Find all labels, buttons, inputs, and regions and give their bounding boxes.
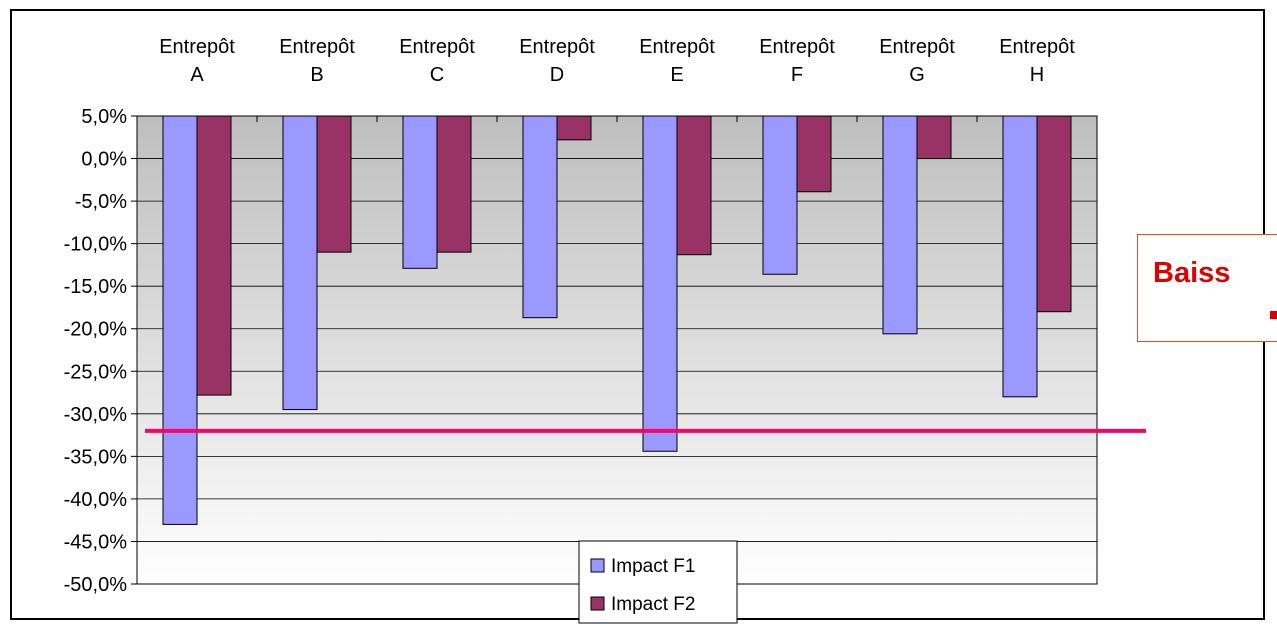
legend-swatch: [590, 596, 605, 611]
bar-f1: [642, 115, 678, 452]
x-category-label: Entrepôt: [399, 36, 475, 58]
y-tick-label: -40,0%: [64, 489, 128, 511]
y-tick-label: 0,0%: [81, 149, 127, 171]
bar-f1: [282, 115, 318, 411]
legend-label: Impact F1: [611, 556, 695, 577]
callout-text: Baiss: [1153, 257, 1231, 289]
x-category-label: B: [310, 64, 323, 86]
bar-f2: [436, 115, 472, 253]
bar-f2: [916, 115, 952, 160]
x-category-label: A: [190, 64, 204, 86]
y-tick-label: -35,0%: [64, 446, 128, 468]
legend-box: [578, 540, 738, 624]
x-category-label: Entrepôt: [759, 36, 835, 58]
plot-area: [136, 115, 1098, 585]
y-tick-label: -15,0%: [64, 276, 128, 298]
x-category-label: G: [909, 64, 925, 86]
y-tick-label: -25,0%: [64, 361, 128, 383]
y-tick-label: -30,0%: [64, 404, 128, 426]
legend-label: Impact F2: [611, 594, 695, 615]
y-tick-label: -5,0%: [75, 191, 127, 213]
x-category-label: Entrepôt: [279, 36, 355, 58]
callout-box: Baiss: [1137, 234, 1277, 342]
x-category-label: D: [550, 64, 564, 86]
y-tick-label: 5,0%: [81, 106, 127, 128]
legend-swatch: [590, 558, 605, 573]
bar-f1: [882, 115, 918, 335]
y-tick-label: -20,0%: [64, 319, 128, 341]
bar-f1: [402, 115, 438, 269]
bar-f1: [1002, 115, 1038, 398]
x-category-label: C: [430, 64, 444, 86]
x-category-label: Entrepôt: [519, 36, 595, 58]
x-category-label: Entrepôt: [159, 36, 235, 58]
y-tick-label: -10,0%: [64, 234, 128, 256]
bar-f2: [556, 115, 592, 141]
x-category-label: H: [1030, 64, 1044, 86]
x-category-label: Entrepôt: [879, 36, 955, 58]
bar-f2: [796, 115, 832, 193]
x-category-label: Entrepôt: [639, 36, 715, 58]
bar-f1: [762, 115, 798, 275]
x-category-label: F: [791, 64, 803, 86]
bar-f2: [676, 115, 712, 256]
y-tick-label: -50,0%: [64, 574, 128, 596]
bar-f2: [196, 115, 232, 396]
x-category-label: E: [670, 64, 683, 86]
bar-f1: [162, 115, 198, 525]
x-category-label: Entrepôt: [999, 36, 1075, 58]
bar-f2: [316, 115, 352, 253]
bar-f1: [522, 115, 558, 319]
y-tick-label: -45,0%: [64, 531, 128, 553]
callout-bullet: [1270, 311, 1277, 319]
bar-f2: [1036, 115, 1072, 313]
